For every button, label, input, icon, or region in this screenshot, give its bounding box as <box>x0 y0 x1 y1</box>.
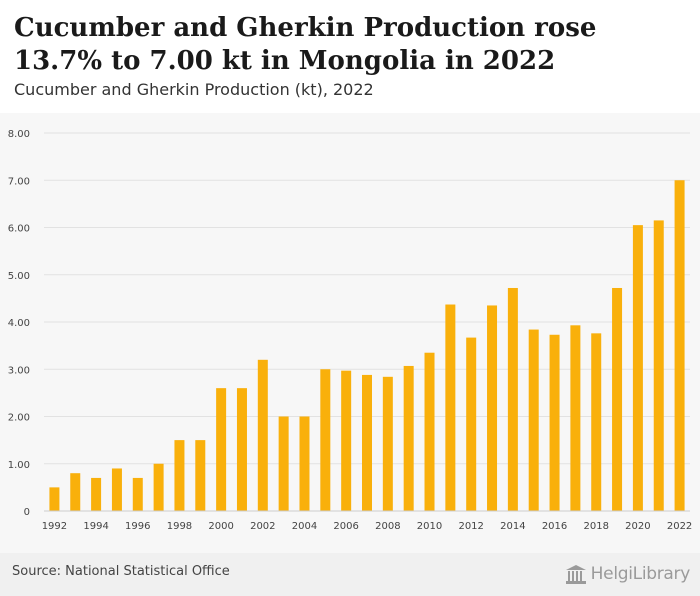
x-tick-label: 2022 <box>667 521 692 532</box>
bar <box>153 463 164 511</box>
y-tick-label: 5.00 <box>8 271 30 282</box>
bar <box>653 220 664 511</box>
bar <box>49 487 60 511</box>
bar <box>70 473 81 511</box>
bar <box>278 416 289 511</box>
chart-area: 0 1.00 2.00 3.00 4.00 5.00 6.00 7.00 8.00 1992 199… <box>0 113 700 553</box>
bar <box>320 369 331 511</box>
bar <box>362 374 372 511</box>
y-tick-label: 2.00 <box>8 413 30 424</box>
x-tick-label: 2000 <box>208 521 233 532</box>
bar <box>216 388 227 511</box>
y-tick-label: 1.00 <box>8 460 30 471</box>
header: Cucumber and Gherkin Production rose 13.… <box>0 0 700 113</box>
bar <box>591 333 602 511</box>
y-tick-label: 3.00 <box>8 365 30 376</box>
bar <box>299 416 310 511</box>
library-building-icon <box>565 565 586 584</box>
bar <box>174 440 185 511</box>
x-tick-label: 1994 <box>83 521 108 532</box>
chart-subtitle: Cucumber and Gherkin Production (kt), 20… <box>14 80 374 99</box>
logo-text: HelgiLibrary <box>590 564 691 584</box>
bar <box>341 370 352 511</box>
y-tick-label: 8.00 <box>8 129 30 140</box>
x-tick-label: 2020 <box>625 521 650 532</box>
bar <box>507 287 518 511</box>
bar <box>236 388 247 511</box>
x-tick-label: 2002 <box>250 521 275 532</box>
bar <box>570 325 581 511</box>
bar <box>132 477 143 511</box>
x-tick-label: 2016 <box>542 521 567 532</box>
y-tick-label: 4.00 <box>8 318 30 329</box>
x-tick-label: 1996 <box>125 521 150 532</box>
bar <box>382 376 393 511</box>
bar <box>466 337 477 511</box>
x-tick-label: 2004 <box>292 521 317 532</box>
source-note: Source: National Statistical Office <box>12 564 230 579</box>
y-tick-label: 0 <box>24 507 30 518</box>
bar <box>487 305 498 511</box>
y-tick-label: 7.00 <box>8 176 30 187</box>
bar <box>195 440 206 511</box>
bar <box>632 225 643 511</box>
x-tick-label: 2012 <box>458 521 483 532</box>
bar <box>111 468 122 511</box>
bar <box>674 180 685 511</box>
x-tick-label: 1992 <box>42 521 67 532</box>
y-tick-label: 6.00 <box>8 224 30 235</box>
bar <box>91 477 102 511</box>
x-tick-label: 2008 <box>375 521 400 532</box>
bar <box>549 334 560 511</box>
x-tick-label: 2014 <box>500 521 525 532</box>
bar <box>424 352 435 511</box>
helgi-library-logo[interactable]: HelgiLibrary <box>565 561 690 587</box>
bar <box>403 365 414 511</box>
bar <box>257 359 268 511</box>
x-tick-label: 2010 <box>417 521 442 532</box>
x-tick-label: 1998 <box>167 521 192 532</box>
bar <box>445 304 456 511</box>
x-tick-label: 2006 <box>333 521 358 532</box>
footer: Source: National Statistical Office Helg… <box>0 553 700 596</box>
bar <box>528 329 539 511</box>
bar-chart: 0 1.00 2.00 3.00 4.00 5.00 6.00 7.00 8.00 1992 199… <box>8 129 693 532</box>
chart-title: Cucumber and Gherkin Production rose 13.… <box>14 13 597 76</box>
x-tick-label: 2018 <box>583 521 608 532</box>
bar <box>612 287 623 511</box>
